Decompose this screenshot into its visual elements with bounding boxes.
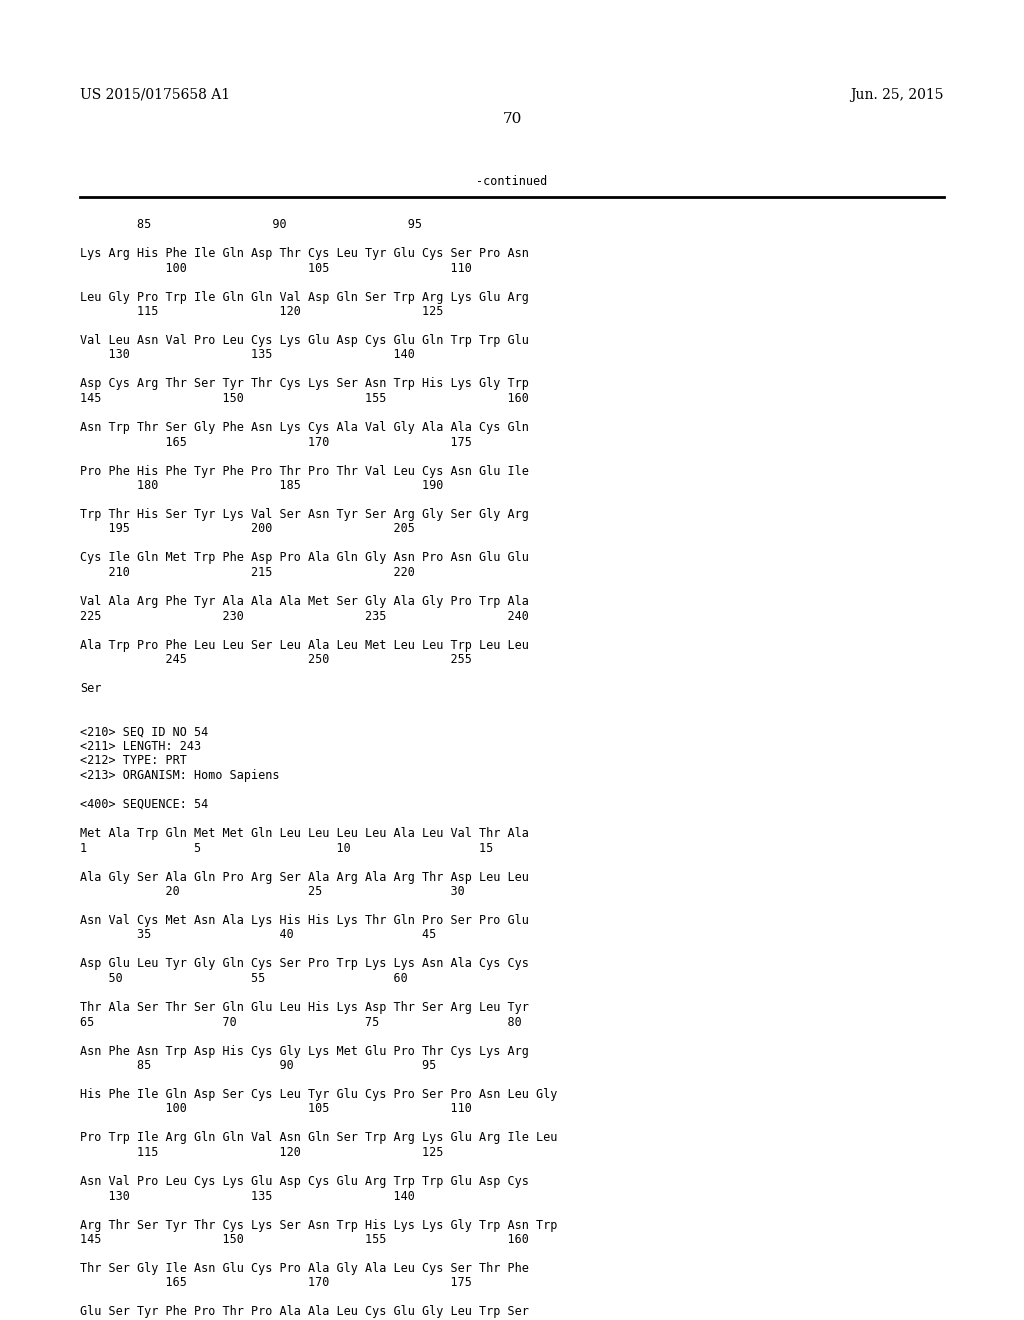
Text: Asp Cys Arg Thr Ser Tyr Thr Cys Lys Ser Asn Trp His Lys Gly Trp: Asp Cys Arg Thr Ser Tyr Thr Cys Lys Ser … [80,378,528,391]
Text: 115                 120                 125: 115 120 125 [80,1146,443,1159]
Text: Val Ala Arg Phe Tyr Ala Ala Ala Met Ser Gly Ala Gly Pro Trp Ala: Val Ala Arg Phe Tyr Ala Ala Ala Met Ser … [80,595,528,609]
Text: 210                 215                 220: 210 215 220 [80,566,415,579]
Text: 245                 250                 255: 245 250 255 [80,653,472,667]
Text: Leu Gly Pro Trp Ile Gln Gln Val Asp Gln Ser Trp Arg Lys Glu Arg: Leu Gly Pro Trp Ile Gln Gln Val Asp Gln … [80,290,528,304]
Text: <212> TYPE: PRT: <212> TYPE: PRT [80,755,186,767]
Text: 50                  55                  60: 50 55 60 [80,972,408,985]
Text: <400> SEQUENCE: 54: <400> SEQUENCE: 54 [80,799,208,810]
Text: His Phe Ile Gln Asp Ser Cys Leu Tyr Glu Cys Pro Ser Pro Asn Leu Gly: His Phe Ile Gln Asp Ser Cys Leu Tyr Glu … [80,1088,557,1101]
Text: 165                 170                 175: 165 170 175 [80,436,472,449]
Text: -continued: -continued [476,176,548,187]
Text: Lys Arg His Phe Ile Gln Asp Thr Cys Leu Tyr Glu Cys Ser Pro Asn: Lys Arg His Phe Ile Gln Asp Thr Cys Leu … [80,247,528,260]
Text: Asn Trp Thr Ser Gly Phe Asn Lys Cys Ala Val Gly Ala Ala Cys Gln: Asn Trp Thr Ser Gly Phe Asn Lys Cys Ala … [80,421,528,434]
Text: 1               5                   10                  15: 1 5 10 15 [80,842,494,854]
Text: US 2015/0175658 A1: US 2015/0175658 A1 [80,88,230,102]
Text: 85                 90                 95: 85 90 95 [80,218,422,231]
Text: 35                  40                  45: 35 40 45 [80,928,436,941]
Text: Asn Val Pro Leu Cys Lys Glu Asp Cys Glu Arg Trp Trp Glu Asp Cys: Asn Val Pro Leu Cys Lys Glu Asp Cys Glu … [80,1175,528,1188]
Text: Met Ala Trp Gln Met Met Gln Leu Leu Leu Leu Ala Leu Val Thr Ala: Met Ala Trp Gln Met Met Gln Leu Leu Leu … [80,828,528,840]
Text: 130                 135                 140: 130 135 140 [80,1189,415,1203]
Text: 225                 230                 235                 240: 225 230 235 240 [80,610,528,623]
Text: Jun. 25, 2015: Jun. 25, 2015 [851,88,944,102]
Text: Ser: Ser [80,682,101,696]
Text: 100                 105                 110: 100 105 110 [80,1102,472,1115]
Text: 100                 105                 110: 100 105 110 [80,261,472,275]
Text: 165                 170                 175: 165 170 175 [80,1276,472,1290]
Text: 180                 185                 190: 180 185 190 [80,479,443,492]
Text: Trp Thr His Ser Tyr Lys Val Ser Asn Tyr Ser Arg Gly Ser Gly Arg: Trp Thr His Ser Tyr Lys Val Ser Asn Tyr … [80,508,528,521]
Text: Thr Ala Ser Thr Ser Gln Glu Leu His Lys Asp Thr Ser Arg Leu Tyr: Thr Ala Ser Thr Ser Gln Glu Leu His Lys … [80,1001,528,1014]
Text: Pro Trp Ile Arg Gln Gln Val Asn Gln Ser Trp Arg Lys Glu Arg Ile Leu: Pro Trp Ile Arg Gln Gln Val Asn Gln Ser … [80,1131,557,1144]
Text: Pro Phe His Phe Tyr Phe Pro Thr Pro Thr Val Leu Cys Asn Glu Ile: Pro Phe His Phe Tyr Phe Pro Thr Pro Thr … [80,465,528,478]
Text: Asn Phe Asn Trp Asp His Cys Gly Lys Met Glu Pro Thr Cys Lys Arg: Asn Phe Asn Trp Asp His Cys Gly Lys Met … [80,1044,528,1057]
Text: 70: 70 [503,112,521,125]
Text: Arg Thr Ser Tyr Thr Cys Lys Ser Asn Trp His Lys Lys Gly Trp Asn Trp: Arg Thr Ser Tyr Thr Cys Lys Ser Asn Trp … [80,1218,557,1232]
Text: 20                  25                  30: 20 25 30 [80,884,465,898]
Text: 115                 120                 125: 115 120 125 [80,305,443,318]
Text: <211> LENGTH: 243: <211> LENGTH: 243 [80,741,201,752]
Text: Asn Val Cys Met Asn Ala Lys His His Lys Thr Gln Pro Ser Pro Glu: Asn Val Cys Met Asn Ala Lys His His Lys … [80,913,528,927]
Text: 145                 150                 155                 160: 145 150 155 160 [80,392,528,405]
Text: 195                 200                 205: 195 200 205 [80,523,415,536]
Text: Ala Trp Pro Phe Leu Leu Ser Leu Ala Leu Met Leu Leu Trp Leu Leu: Ala Trp Pro Phe Leu Leu Ser Leu Ala Leu … [80,639,528,652]
Text: Thr Ser Gly Ile Asn Glu Cys Pro Ala Gly Ala Leu Cys Ser Thr Phe: Thr Ser Gly Ile Asn Glu Cys Pro Ala Gly … [80,1262,528,1275]
Text: Asp Glu Leu Tyr Gly Gln Cys Ser Pro Trp Lys Lys Asn Ala Cys Cys: Asp Glu Leu Tyr Gly Gln Cys Ser Pro Trp … [80,957,528,970]
Text: 145                 150                 155                 160: 145 150 155 160 [80,1233,528,1246]
Text: Glu Ser Tyr Phe Pro Thr Pro Ala Ala Leu Cys Glu Gly Leu Trp Ser: Glu Ser Tyr Phe Pro Thr Pro Ala Ala Leu … [80,1305,528,1319]
Text: <213> ORGANISM: Homo Sapiens: <213> ORGANISM: Homo Sapiens [80,770,280,781]
Text: <210> SEQ ID NO 54: <210> SEQ ID NO 54 [80,726,208,738]
Text: 65                  70                  75                  80: 65 70 75 80 [80,1015,522,1028]
Text: 85                  90                  95: 85 90 95 [80,1059,436,1072]
Text: 130                 135                 140: 130 135 140 [80,348,415,362]
Text: Cys Ile Gln Met Trp Phe Asp Pro Ala Gln Gly Asn Pro Asn Glu Glu: Cys Ile Gln Met Trp Phe Asp Pro Ala Gln … [80,552,528,565]
Text: Ala Gly Ser Ala Gln Pro Arg Ser Ala Arg Ala Arg Thr Asp Leu Leu: Ala Gly Ser Ala Gln Pro Arg Ser Ala Arg … [80,870,528,883]
Text: Val Leu Asn Val Pro Leu Cys Lys Glu Asp Cys Glu Gln Trp Trp Glu: Val Leu Asn Val Pro Leu Cys Lys Glu Asp … [80,334,528,347]
